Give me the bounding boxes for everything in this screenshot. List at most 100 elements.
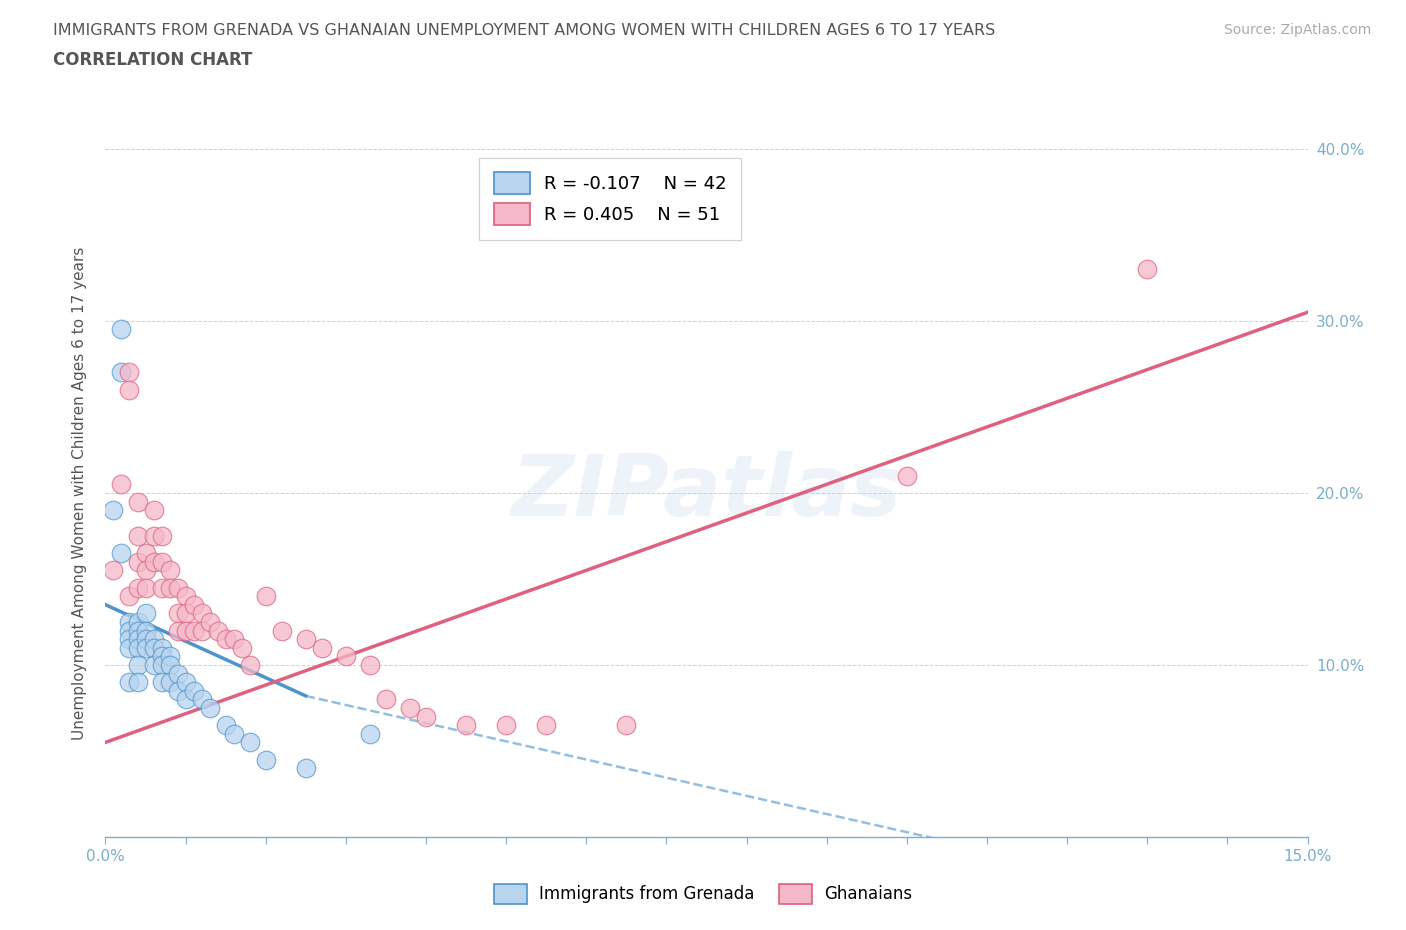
Point [454, 718, 477, 733]
Point [150, 528, 173, 543]
Point [359, 726, 381, 741]
Point [190, 606, 212, 621]
Point [127, 641, 149, 656]
Point [222, 726, 245, 741]
Point [135, 606, 157, 621]
Point [1136, 262, 1159, 277]
Point [174, 675, 197, 690]
Point [254, 752, 277, 767]
Point [159, 675, 181, 690]
Point [159, 649, 181, 664]
Point [127, 675, 149, 690]
Point [135, 631, 157, 646]
Y-axis label: Unemployment Among Women with Children Ages 6 to 17 years: Unemployment Among Women with Children A… [72, 246, 87, 739]
Point [118, 623, 141, 638]
Point [254, 589, 277, 604]
Point [159, 658, 181, 672]
Point [142, 528, 165, 543]
Point [127, 580, 149, 595]
Point [166, 684, 188, 698]
Text: IMMIGRANTS FROM GRENADA VS GHANAIAN UNEMPLOYMENT AMONG WOMEN WITH CHILDREN AGES : IMMIGRANTS FROM GRENADA VS GHANAIAN UNEM… [53, 23, 995, 38]
Point [118, 641, 141, 656]
Point [616, 718, 638, 733]
Point [118, 615, 141, 630]
Point [110, 322, 132, 337]
Point [214, 631, 236, 646]
Point [335, 649, 357, 664]
Point [118, 365, 141, 380]
Point [166, 666, 188, 681]
Point [150, 675, 173, 690]
Point [374, 692, 398, 707]
Point [198, 700, 221, 715]
Point [127, 494, 149, 509]
Point [239, 658, 262, 672]
Point [896, 469, 918, 484]
Point [142, 658, 165, 672]
Point [150, 641, 173, 656]
Point [190, 692, 212, 707]
Point [534, 718, 557, 733]
Point [127, 554, 149, 569]
Point [159, 580, 181, 595]
Point [399, 700, 422, 715]
Point [150, 554, 173, 569]
Point [110, 477, 132, 492]
Point [295, 631, 318, 646]
Point [311, 641, 333, 656]
Legend: Immigrants from Grenada, Ghanaians: Immigrants from Grenada, Ghanaians [486, 877, 920, 910]
Point [183, 684, 205, 698]
Point [166, 606, 188, 621]
Point [118, 382, 141, 397]
Point [183, 597, 205, 612]
Point [118, 675, 141, 690]
Text: ZIPatlas: ZIPatlas [512, 451, 901, 535]
Point [142, 554, 165, 569]
Point [415, 710, 437, 724]
Point [135, 641, 157, 656]
Point [103, 503, 125, 518]
Point [174, 606, 197, 621]
Point [135, 580, 157, 595]
Point [222, 631, 245, 646]
Point [166, 623, 188, 638]
Point [150, 580, 173, 595]
Point [359, 658, 381, 672]
Point [159, 563, 181, 578]
Point [174, 589, 197, 604]
Point [214, 718, 236, 733]
Point [135, 563, 157, 578]
Point [207, 623, 229, 638]
Point [127, 615, 149, 630]
Point [231, 641, 253, 656]
Point [183, 623, 205, 638]
Text: CORRELATION CHART: CORRELATION CHART [53, 51, 253, 69]
Point [150, 658, 173, 672]
Point [295, 761, 318, 776]
Point [118, 631, 141, 646]
Point [127, 658, 149, 672]
Text: Source: ZipAtlas.com: Source: ZipAtlas.com [1223, 23, 1371, 37]
Point [150, 649, 173, 664]
Legend: R = -0.107    N = 42, R = 0.405    N = 51: R = -0.107 N = 42, R = 0.405 N = 51 [479, 158, 741, 240]
Point [118, 589, 141, 604]
Point [127, 623, 149, 638]
Point [135, 623, 157, 638]
Point [127, 528, 149, 543]
Point [166, 580, 188, 595]
Point [142, 503, 165, 518]
Point [142, 631, 165, 646]
Point [174, 692, 197, 707]
Point [103, 563, 125, 578]
Point [127, 631, 149, 646]
Point [142, 641, 165, 656]
Point [110, 546, 132, 561]
Point [135, 546, 157, 561]
Point [190, 623, 212, 638]
Point [270, 623, 292, 638]
Point [198, 615, 221, 630]
Point [239, 735, 262, 750]
Point [174, 623, 197, 638]
Point [495, 718, 517, 733]
Point [110, 365, 132, 380]
